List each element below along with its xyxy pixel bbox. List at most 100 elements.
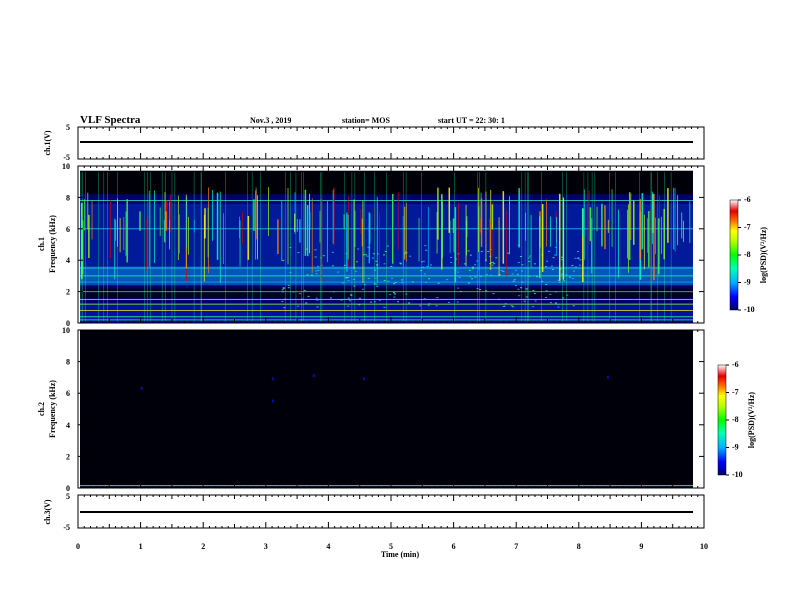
noise-speck bbox=[532, 306, 535, 308]
noise-speck bbox=[373, 269, 376, 271]
noise-speck bbox=[283, 298, 286, 300]
time-axis-label: Time (min) bbox=[381, 550, 420, 559]
ch1-voltage-ytick-neg5: -5 bbox=[63, 153, 70, 162]
noise-speck bbox=[457, 287, 460, 289]
ch2-spectrogram-ylabel: Frequency (kHz) bbox=[48, 380, 57, 438]
noise-speck bbox=[545, 283, 548, 285]
noise-speck bbox=[568, 276, 571, 278]
noise-speck bbox=[571, 277, 574, 279]
noise-speck bbox=[419, 305, 422, 307]
noise-speck bbox=[301, 298, 304, 300]
noise-speck bbox=[305, 248, 308, 250]
noise-speck bbox=[297, 305, 300, 307]
noise-speck bbox=[331, 251, 334, 253]
noise-speck bbox=[401, 282, 404, 284]
colorbar-ticklabel: -7 bbox=[744, 223, 751, 232]
noise-speck bbox=[512, 280, 515, 282]
noise-speck bbox=[425, 281, 428, 283]
noise-speck bbox=[467, 282, 470, 284]
ch1-colorbar-ticks: -6 -7 -8 -9 -10 bbox=[738, 195, 755, 314]
colorbar-ticklabel: -6 bbox=[732, 360, 739, 369]
noise-speck bbox=[504, 303, 507, 305]
noise-speck bbox=[563, 280, 566, 282]
ch1-voltage-ytick-5: 5 bbox=[66, 123, 70, 132]
noise-speck bbox=[577, 251, 580, 253]
frequency-ticklabel: 8 bbox=[66, 358, 70, 367]
noise-speck bbox=[340, 299, 343, 301]
noise-speck bbox=[375, 260, 378, 262]
noise-speck bbox=[372, 253, 375, 255]
noise-speck bbox=[356, 261, 359, 263]
noise-speck bbox=[422, 266, 425, 268]
noise-speck bbox=[577, 258, 580, 260]
noise-speck bbox=[282, 287, 285, 289]
noise-speck bbox=[315, 270, 318, 272]
colorbar-ticklabel: -10 bbox=[732, 470, 743, 479]
ch2-spectrogram-image bbox=[80, 330, 693, 488]
noise-speck bbox=[493, 263, 496, 265]
noise-speck bbox=[292, 291, 295, 293]
noise-speck bbox=[408, 302, 411, 304]
noise-speck bbox=[424, 245, 427, 247]
time-ticklabel: 0 bbox=[76, 542, 80, 551]
noise-speck bbox=[347, 305, 350, 307]
noise-speck bbox=[492, 261, 495, 263]
noise-speck bbox=[317, 265, 320, 267]
noise-speck bbox=[352, 278, 355, 280]
faint-speck bbox=[272, 377, 275, 381]
ch3-voltage-ytick-neg5: -5 bbox=[63, 523, 70, 532]
noise-speck bbox=[502, 306, 505, 308]
noise-speck bbox=[362, 254, 365, 256]
time-ticklabel: 10 bbox=[700, 542, 708, 551]
noise-speck bbox=[512, 306, 515, 308]
noise-speck bbox=[386, 245, 389, 247]
noise-speck bbox=[390, 265, 393, 267]
noise-speck bbox=[528, 255, 531, 257]
time-ticklabel: 5 bbox=[389, 542, 393, 551]
noise-speck bbox=[428, 303, 431, 305]
noise-speck bbox=[345, 277, 348, 279]
noise-speck bbox=[455, 258, 458, 260]
noise-speck bbox=[520, 287, 523, 289]
noise-speck bbox=[516, 298, 519, 300]
noise-speck bbox=[358, 304, 361, 306]
noise-speck bbox=[491, 264, 494, 266]
noise-speck bbox=[519, 255, 522, 257]
noise-speck bbox=[361, 288, 364, 290]
time-ticklabel: 4 bbox=[326, 542, 330, 551]
time-ticklabel: 3 bbox=[264, 542, 268, 551]
ch2-spectrogram-yticks: 0 2 4 6 8 10 bbox=[62, 326, 704, 493]
noise-speck bbox=[427, 304, 430, 306]
frequency-ticklabel: 8 bbox=[66, 193, 70, 202]
noise-speck bbox=[545, 290, 548, 292]
noise-speck bbox=[437, 282, 440, 284]
noise-speck bbox=[469, 254, 472, 256]
noise-speck bbox=[399, 263, 402, 265]
frequency-ticklabel: 6 bbox=[66, 225, 70, 234]
noise-speck bbox=[376, 285, 379, 287]
noise-speck bbox=[561, 259, 564, 261]
noise-speck bbox=[344, 277, 347, 279]
start-time-label: start UT = 22: 30: 1 bbox=[438, 116, 505, 125]
noise-speck bbox=[411, 281, 414, 283]
faint-speck bbox=[140, 386, 143, 390]
noise-speck bbox=[391, 277, 394, 279]
noise-speck bbox=[485, 274, 488, 276]
noise-speck bbox=[316, 299, 319, 301]
noise-speck bbox=[513, 279, 516, 281]
noise-speck bbox=[303, 289, 306, 291]
noise-speck bbox=[550, 265, 553, 267]
noise-speck bbox=[332, 291, 335, 293]
noise-speck bbox=[532, 290, 535, 292]
noise-speck bbox=[399, 262, 402, 264]
colorbar-ticklabel: -6 bbox=[744, 195, 751, 204]
frequency-ticklabel: 10 bbox=[62, 326, 70, 335]
ch2-spectrogram-panel: 0 2 4 6 8 10 ch.2 Frequency (kHz) bbox=[37, 326, 705, 493]
noise-speck bbox=[545, 296, 548, 298]
noise-speck bbox=[421, 261, 424, 263]
noise-speck bbox=[471, 266, 474, 268]
noise-speck bbox=[358, 297, 361, 299]
noise-speck bbox=[474, 276, 477, 278]
ch3-voltage-ytick-5: 5 bbox=[66, 492, 70, 501]
ch1-voltage-panel: 5 -5 ch.1(V) bbox=[43, 123, 705, 162]
